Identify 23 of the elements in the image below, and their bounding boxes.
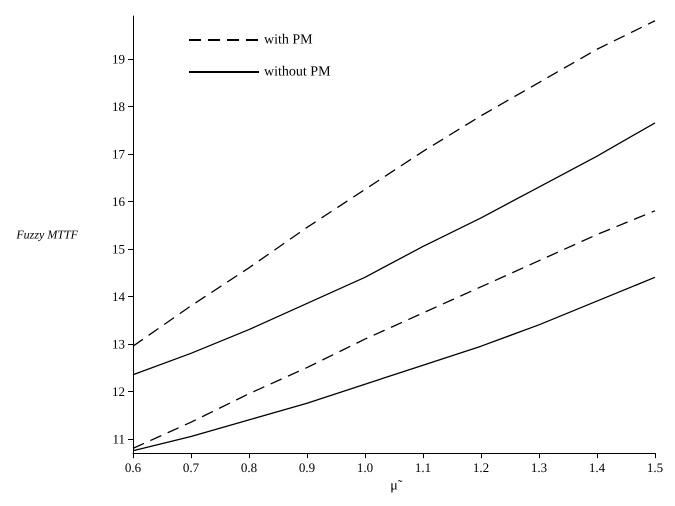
y-tick-label: 19 [112, 51, 125, 66]
y-tick-label: 14 [112, 288, 126, 304]
x-tick-label: 1.1 [414, 460, 432, 476]
legend-label: with PM [264, 32, 314, 48]
y-axis-title: Fuzzy MTTF [15, 228, 79, 242]
y-tick-label: 17 [112, 146, 126, 162]
x-tick-label: 1.5 [646, 460, 664, 476]
x-tick-label: 1.0 [356, 460, 374, 476]
x-tick-label: 0.7 [182, 460, 200, 476]
y-tick-label: 12 [112, 384, 125, 399]
y-tick-label: 16 [112, 194, 126, 209]
y-tick-label: 11 [112, 431, 125, 446]
x-axis-title: μ̃ [390, 478, 403, 494]
y-tick-label: 18 [112, 98, 125, 114]
x-tick-label: 1.3 [530, 460, 548, 476]
x-tick-label: 0.8 [240, 460, 258, 476]
legend-label: without PM [264, 64, 332, 80]
y-tick-label: 13 [112, 336, 125, 352]
x-tick-label: 1.2 [472, 460, 490, 476]
x-tick-label: 0.6 [124, 460, 142, 476]
x-tick-label: 1.4 [588, 460, 606, 476]
y-tick-label: 15 [112, 241, 125, 256]
x-tick-label: 0.9 [298, 460, 316, 476]
